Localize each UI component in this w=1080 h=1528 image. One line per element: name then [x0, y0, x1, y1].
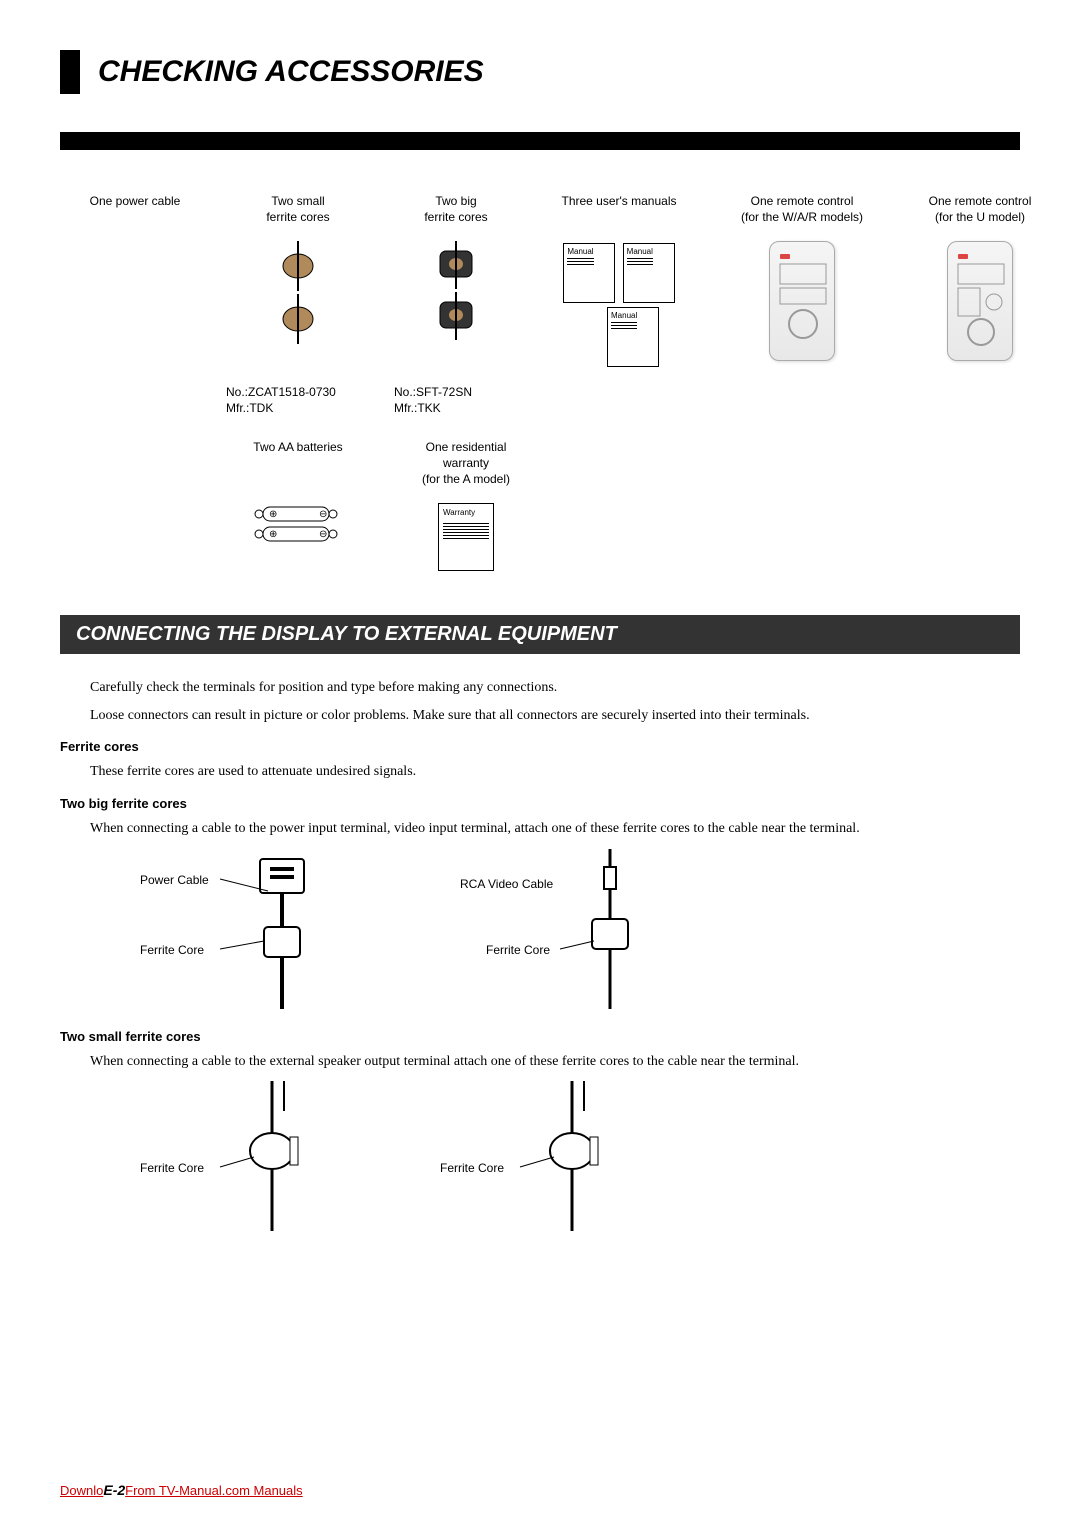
svg-text:⊖: ⊖ [319, 509, 327, 520]
page-header: CHECKING ACCESSORIES [60, 50, 1020, 150]
acc-image-small-ferrite [218, 237, 378, 373]
accessories-row-1: One power cable Two small ferrite cores … [60, 190, 1020, 416]
acc-image-batteries: ⊕ ⊖ ⊕ ⊖ [218, 499, 378, 575]
acc-image-warranty: Warranty [386, 499, 546, 575]
p-loose-connectors: Loose connectors can result in picture o… [90, 706, 1020, 726]
acc-label-small-ferrite: Two small ferrite cores [218, 190, 378, 229]
header-accent-bar [60, 50, 80, 94]
label-rca-cable: RCA Video Cable [460, 877, 553, 891]
warranty-icon: Warranty [438, 503, 494, 571]
diagram-small-ferrite: Ferrite Core Ferrite Core [140, 1081, 1020, 1231]
acc-image-big-ferrite [386, 237, 526, 373]
acc-image-remote-u [900, 237, 1060, 373]
remote-icon [769, 241, 835, 361]
small-ferrite-icon [278, 294, 318, 344]
manual-icon: Manual [607, 307, 659, 367]
rca-cable-diagram-icon [460, 849, 680, 1009]
speaker-cable-diagram-icon [140, 1081, 340, 1231]
big-ferrite-icon [434, 241, 478, 289]
acc-label-big-ferrite: Two big ferrite cores [386, 190, 526, 229]
label-ferrite-core: Ferrite Core [486, 943, 550, 957]
big-ferrite-icon [434, 292, 478, 340]
manual-icon: Manual [623, 243, 675, 303]
svg-text:⊖: ⊖ [319, 529, 327, 540]
acc-label-remote-war: One remote control (for the W/A/R models… [712, 190, 892, 229]
svg-text:⊕: ⊕ [269, 529, 277, 540]
page-title: CHECKING ACCESSORIES [98, 55, 484, 89]
heading-ferrite-cores: Ferrite cores [60, 739, 1020, 754]
acc-label-batteries: Two AA batteries [218, 436, 378, 491]
warranty-text: Warranty [443, 508, 475, 517]
p-check-terminals: Carefully check the terminals for positi… [90, 678, 1020, 698]
footer-link[interactable]: From TV-Manual.com Manuals [125, 1483, 303, 1498]
acc-image-remote-war [712, 237, 892, 373]
heading-two-big-ferrite: Two big ferrite cores [60, 796, 1020, 811]
label-power-cable: Power Cable [140, 873, 209, 887]
acc-image-manuals: Manual Manual Manual [534, 237, 704, 373]
label-ferrite-core: Ferrite Core [140, 1161, 204, 1175]
small-ferrite-icon [278, 241, 318, 291]
footer-link[interactable]: Downlo [60, 1483, 103, 1498]
part-info-small-ferrite: No.:ZCAT1518-0730 Mfr.:TDK [218, 385, 378, 416]
page-number: E-2 [103, 1482, 125, 1498]
acc-label-warranty: One residential warranty (for the A mode… [386, 436, 546, 491]
manual-icon: Manual [563, 243, 615, 303]
battery-icon: ⊕ ⊖ ⊕ ⊖ [253, 503, 343, 547]
section-title-bar: CONNECTING THE DISPLAY TO EXTERNAL EQUIP… [60, 615, 1020, 654]
acc-label-remote-u: One remote control (for the U model) [900, 190, 1060, 229]
acc-label-power-cable: One power cable [60, 190, 210, 229]
label-ferrite-core: Ferrite Core [140, 943, 204, 957]
part-info-big-ferrite: No.:SFT-72SN Mfr.:TKK [386, 385, 526, 416]
speaker-cable-diagram-icon [440, 1081, 640, 1231]
header-underline [60, 132, 1020, 150]
p-big-ferrite-instruction: When connecting a cable to the power inp… [90, 819, 1020, 839]
acc-label-manuals: Three user's manuals [534, 190, 704, 229]
p-ferrite-purpose: These ferrite cores are used to attenuat… [90, 762, 1020, 782]
heading-two-small-ferrite: Two small ferrite cores [60, 1029, 1020, 1044]
diagram-big-ferrite: Power Cable Ferrite Core RCA Video Cable… [140, 849, 1020, 1009]
label-ferrite-core: Ferrite Core [440, 1161, 504, 1175]
acc-image-power-cable [60, 237, 210, 373]
svg-text:⊕: ⊕ [269, 509, 277, 520]
remote-icon [947, 241, 1013, 361]
p-small-ferrite-instruction: When connecting a cable to the external … [90, 1052, 1020, 1072]
page-footer: DownloE-2From TV-Manual.com Manuals [60, 1482, 303, 1498]
accessories-row-2: Two AA batteries One residential warrant… [60, 436, 1020, 575]
